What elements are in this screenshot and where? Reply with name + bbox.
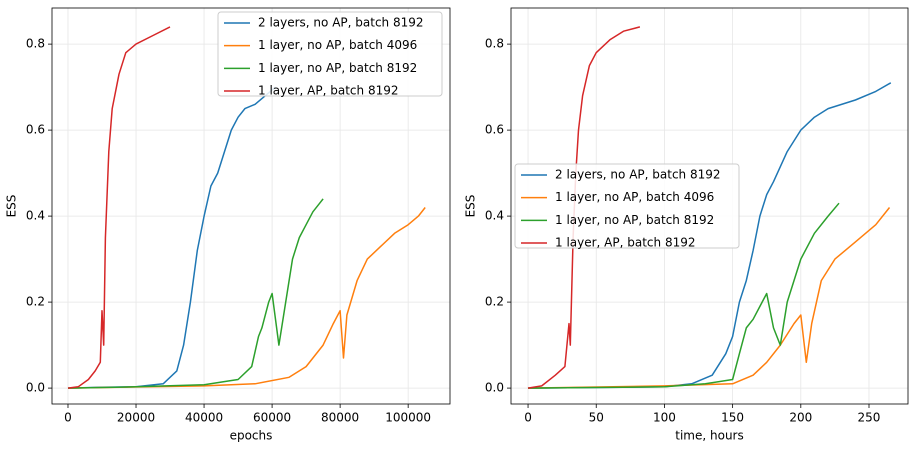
series-line xyxy=(67,198,324,389)
legend-label: 1 layer, AP, batch 8192 xyxy=(258,84,399,98)
legend-label: 1 layer, AP, batch 8192 xyxy=(555,236,696,250)
x-tick-label: 80000 xyxy=(321,411,359,425)
y-tick-label: 0.0 xyxy=(485,381,504,395)
y-tick-label: 0.8 xyxy=(26,37,45,51)
series-line xyxy=(527,207,891,389)
x-tick-label: 60000 xyxy=(253,411,291,425)
series-line xyxy=(67,86,276,389)
legend-label: 1 layer, no AP, batch 4096 xyxy=(258,38,417,52)
y-tick-label: 0.2 xyxy=(485,295,504,309)
x-tick-label: 250 xyxy=(858,411,881,425)
x-tick-label: 0 xyxy=(524,411,532,425)
series-line xyxy=(67,26,171,389)
series-line xyxy=(67,207,426,389)
legend-box xyxy=(514,163,740,249)
plot: 0 50 100 150 200 250 0.0 0.2 0.4 0.6 0.8 time, hour… xyxy=(464,7,909,443)
x-axis-label: time, hours xyxy=(675,429,743,443)
legend-label: 2 layers, no AP, batch 8192 xyxy=(258,16,424,30)
y-tick-label: 0.6 xyxy=(26,123,45,137)
x-tick-label: 0 xyxy=(64,411,72,425)
x-tick-label: 100 xyxy=(653,411,676,425)
plot: 0 20000 40000 60000 80000 100000 0.0 0.2 0.4 0.6 0… xyxy=(5,7,451,443)
y-tick-label: 0.4 xyxy=(485,209,504,223)
legend-box xyxy=(217,11,443,97)
y-axis-label: ESS xyxy=(5,195,19,218)
y-tick-label: 0.4 xyxy=(26,209,45,223)
legend-label: 1 layer, no AP, batch 4096 xyxy=(555,190,714,204)
y-axis-label: ESS xyxy=(464,195,478,218)
x-axis-label: epochs xyxy=(230,429,273,443)
legend: 2 layers, no AP, batch 8192 1 layer, no A… xyxy=(217,11,443,98)
legend: 2 layers, no AP, batch 8192 1 layer, no A… xyxy=(514,163,740,250)
series-line xyxy=(527,82,892,389)
axes-frame xyxy=(510,7,909,405)
legend-label: 1 layer, no AP, batch 8192 xyxy=(555,213,714,227)
legend-label: 2 layers, no AP, batch 8192 xyxy=(555,168,721,182)
x-tick-label: 40000 xyxy=(185,411,223,425)
y-tick-label: 0.0 xyxy=(26,381,45,395)
legend-label: 1 layer, no AP, batch 8192 xyxy=(258,61,417,75)
axes-frame xyxy=(51,7,451,405)
x-tick-label: 150 xyxy=(721,411,744,425)
x-tick-label: 50 xyxy=(589,411,604,425)
y-tick-label: 0.2 xyxy=(26,295,45,309)
x-tick-label: 100000 xyxy=(385,411,431,425)
y-tick-label: 0.8 xyxy=(485,37,504,51)
y-tick-label: 0.6 xyxy=(485,123,504,137)
series-line xyxy=(527,202,840,389)
x-tick-label: 20000 xyxy=(117,411,155,425)
x-tick-label: 200 xyxy=(789,411,812,425)
